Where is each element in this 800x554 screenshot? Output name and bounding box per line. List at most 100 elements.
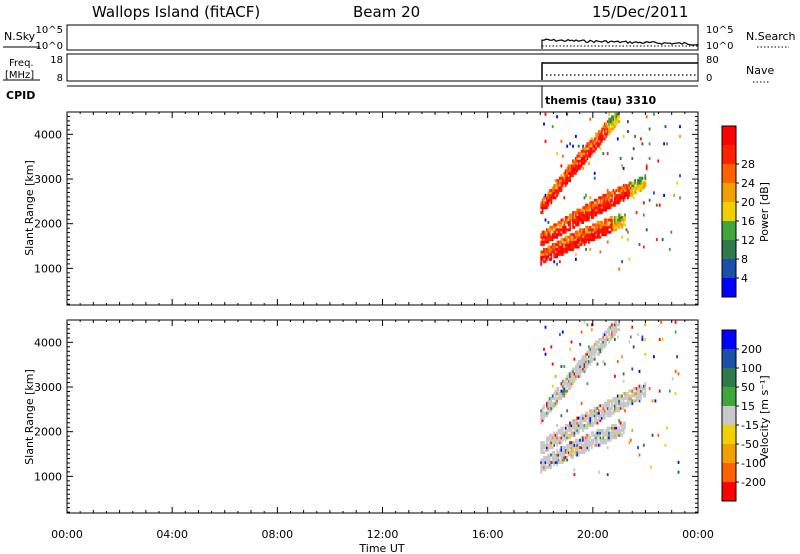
radar-cell — [592, 213, 595, 217]
radar-cell — [593, 421, 596, 425]
radar-cell — [598, 433, 600, 437]
radar-cell — [551, 441, 554, 445]
radar-cell — [560, 238, 563, 242]
radar-cell — [666, 142, 668, 146]
radar-cell — [602, 414, 605, 418]
radar-cell — [541, 409, 544, 413]
radar-cell — [624, 394, 626, 398]
radar-cell — [595, 438, 597, 442]
radar-cell — [564, 235, 567, 239]
radar-cell — [551, 235, 554, 239]
radar-cell — [609, 206, 612, 210]
radar-cell — [614, 198, 616, 202]
radar-cell — [576, 453, 579, 457]
radar-cell — [567, 451, 570, 454]
radar-cell — [540, 451, 543, 454]
radar-cell — [582, 443, 584, 447]
radar-cell — [609, 223, 612, 227]
radar-cell — [595, 414, 597, 418]
radar-cell — [579, 421, 582, 425]
radar-cell — [598, 134, 600, 138]
radar-cell — [614, 436, 616, 440]
radar-cell — [573, 431, 576, 435]
radar-cell — [572, 421, 574, 425]
radar-cell — [559, 438, 561, 442]
radar-cell — [550, 463, 553, 467]
radar-cell — [596, 235, 599, 239]
radar-cell — [614, 201, 616, 205]
radar-cell — [608, 117, 610, 121]
x-tick-label: 20:00 — [577, 528, 609, 541]
radar-cell — [619, 397, 622, 400]
station-title: Wallops Island (fitACF) — [92, 3, 260, 21]
radar-cell — [561, 426, 564, 430]
radar-cell — [589, 409, 592, 413]
radar-cell — [611, 436, 613, 440]
radar-cell — [566, 176, 569, 180]
radar-cell — [582, 362, 584, 366]
radar-cell — [586, 235, 589, 239]
radar-cell — [563, 446, 566, 450]
radar-cell — [550, 193, 553, 197]
radar-cell — [573, 225, 576, 229]
x-tick-labels: 00:00 04:00 08:00 12:00 16:00 20:00 00:00 — [51, 528, 714, 541]
radar-cell — [618, 115, 621, 119]
radar-cell — [547, 203, 550, 207]
radar-cell — [579, 235, 582, 239]
radar-cell — [592, 357, 595, 361]
radar-cell — [612, 431, 615, 435]
radar-cell — [592, 206, 595, 210]
radar-cell — [546, 455, 548, 459]
x-axis-title: Time UT — [358, 542, 404, 554]
radar-cell — [573, 216, 576, 219]
radar-cell — [615, 436, 618, 440]
radar-cell — [612, 424, 615, 427]
radar-cell — [563, 431, 566, 435]
radar-cell — [551, 247, 554, 251]
radar-cell — [596, 352, 599, 356]
radar-cell — [554, 189, 557, 192]
radar-cell — [644, 382, 647, 386]
radar-cell — [629, 399, 632, 403]
velocity-ylabel: Slant Range [km] — [23, 369, 36, 465]
radar-cell — [556, 455, 558, 459]
radar-cell — [619, 157, 622, 160]
radar-cell — [598, 220, 600, 224]
radar-cell — [582, 369, 584, 373]
radar-cell — [605, 132, 608, 136]
radar-cell — [566, 431, 569, 435]
radar-cell — [573, 357, 576, 361]
radar-cell — [624, 193, 626, 197]
radar-cell — [575, 451, 577, 454]
radar-cell — [588, 416, 590, 420]
radar-cell — [572, 451, 574, 454]
nave-label: Nave — [746, 64, 774, 77]
radar-cell — [590, 431, 593, 435]
radar-cell — [548, 453, 551, 457]
radar-cell — [624, 426, 626, 430]
radar-cell — [585, 235, 587, 239]
radar-cell — [580, 362, 583, 366]
radar-cell — [596, 201, 599, 205]
radar-cell — [602, 193, 605, 197]
radar-cell — [618, 404, 621, 408]
radar-cell — [573, 238, 576, 242]
radar-cell — [544, 448, 547, 452]
radar-cell — [638, 397, 641, 400]
radar-cell — [618, 401, 621, 405]
radar-cell — [540, 243, 543, 246]
radar-cell — [611, 223, 613, 227]
radar-cell — [567, 223, 570, 227]
radar-cell — [596, 206, 599, 210]
radar-cell — [559, 225, 561, 229]
radar-cell — [566, 216, 569, 219]
radar-cell — [572, 443, 574, 447]
radar-cell — [563, 392, 566, 396]
radar-cell — [638, 181, 641, 185]
radar-cell — [551, 458, 554, 462]
radar-cell — [590, 216, 593, 219]
radar-cell — [582, 419, 584, 423]
radar-cell — [616, 115, 619, 119]
radar-cell — [570, 247, 573, 251]
radar-cell — [582, 161, 584, 165]
